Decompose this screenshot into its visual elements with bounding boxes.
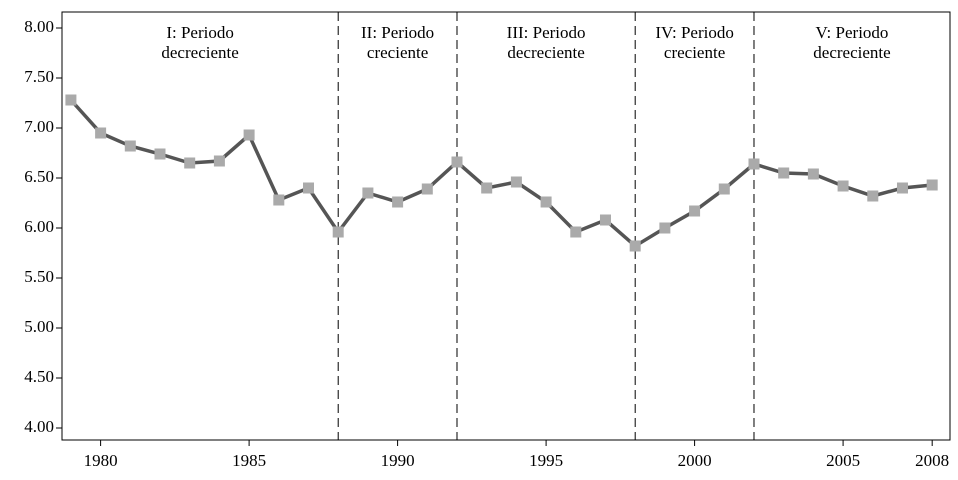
period-label: decreciente [161, 43, 238, 62]
data-marker [510, 176, 522, 188]
data-marker [481, 182, 493, 194]
data-marker [896, 182, 908, 194]
data-marker [748, 158, 760, 170]
period-label: decreciente [507, 43, 584, 62]
data-marker [332, 226, 344, 238]
data-marker [570, 226, 582, 238]
data-marker [778, 167, 790, 179]
data-marker [184, 157, 196, 169]
data-marker [243, 129, 255, 141]
period-label: I: Periodo [166, 23, 234, 42]
x-tick-label: 1985 [232, 451, 266, 470]
data-marker [837, 180, 849, 192]
data-marker [124, 140, 136, 152]
data-marker [392, 196, 404, 208]
plot-frame [61, 11, 951, 441]
y-tick-label: 4.00 [24, 417, 54, 436]
period-label: creciente [367, 43, 428, 62]
period-label: V: Periodo [816, 23, 889, 42]
data-marker [303, 182, 315, 194]
x-tick-label: 1995 [529, 451, 563, 470]
y-tick-label: 6.50 [24, 167, 54, 186]
period-label: III: Periodo [507, 23, 586, 42]
data-marker [451, 156, 463, 168]
data-marker [718, 183, 730, 195]
data-marker [65, 94, 77, 106]
x-tick-label: 2000 [678, 451, 712, 470]
data-marker [154, 148, 166, 160]
x-tick-label: 1990 [381, 451, 415, 470]
y-tick-label: 4.50 [24, 367, 54, 386]
y-tick-label: 7.50 [24, 67, 54, 86]
data-marker [273, 194, 285, 206]
period-label: IV: Periodo [655, 23, 734, 42]
y-tick-label: 7.00 [24, 117, 54, 136]
data-marker [540, 196, 552, 208]
data-marker [807, 168, 819, 180]
data-line [69, 98, 933, 249]
data-marker [599, 214, 611, 226]
data-marker [867, 190, 879, 202]
data-marker [362, 187, 374, 199]
data-marker [421, 183, 433, 195]
data-marker [629, 240, 641, 252]
x-tick-label: 2005 [826, 451, 860, 470]
data-marker [926, 179, 938, 191]
y-tick-label: 5.00 [24, 317, 54, 336]
data-marker [659, 222, 671, 234]
period-label: creciente [664, 43, 725, 62]
data-marker [213, 155, 225, 167]
period-label: II: Periodo [361, 23, 434, 42]
data-marker [689, 205, 701, 217]
y-tick-label: 6.00 [24, 217, 54, 236]
y-tick-label: 5.50 [24, 267, 54, 286]
data-marker [95, 127, 107, 139]
period-label: decreciente [813, 43, 890, 62]
x-tick-label: 2008 [915, 451, 949, 470]
y-tick-label: 8.00 [24, 17, 54, 36]
x-tick-label: 1980 [84, 451, 118, 470]
